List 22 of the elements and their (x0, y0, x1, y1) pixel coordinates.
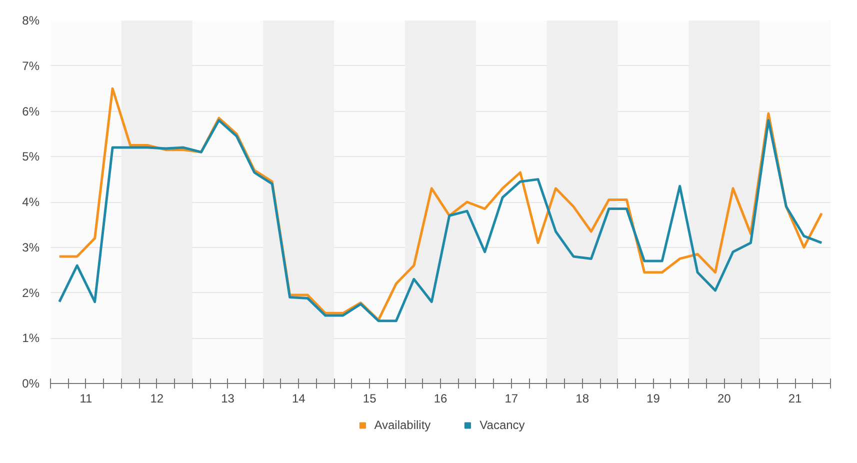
x-tick-label: 16 (434, 392, 448, 406)
x-tick-label: 20 (717, 392, 732, 406)
x-tick-label: 14 (292, 392, 306, 406)
y-tick-label: 3% (22, 240, 40, 254)
x-tick-label: 13 (221, 392, 235, 406)
y-tick-label: 7% (22, 58, 40, 73)
x-tick-label: 15 (362, 392, 377, 406)
y-tick-label: 4% (22, 195, 40, 209)
y-tick-label: 5% (22, 150, 40, 164)
y-tick-label: 6% (22, 104, 40, 118)
x-tick-label: 21 (788, 392, 802, 406)
x-tick-label: 19 (646, 392, 660, 406)
x-tick-label: 18 (576, 392, 590, 406)
legend-label: Availability (374, 418, 431, 432)
x-tick-label: 11 (80, 392, 93, 406)
y-tick-label: 2% (22, 286, 40, 300)
legend-label: Vacancy (480, 418, 525, 432)
y-tick-label: 1% (22, 331, 40, 346)
y-tick-label: 8% (22, 14, 40, 28)
y-tick-label: 0% (22, 376, 40, 390)
x-tick-label: 17 (504, 392, 518, 406)
x-tick-label: 12 (150, 392, 164, 406)
